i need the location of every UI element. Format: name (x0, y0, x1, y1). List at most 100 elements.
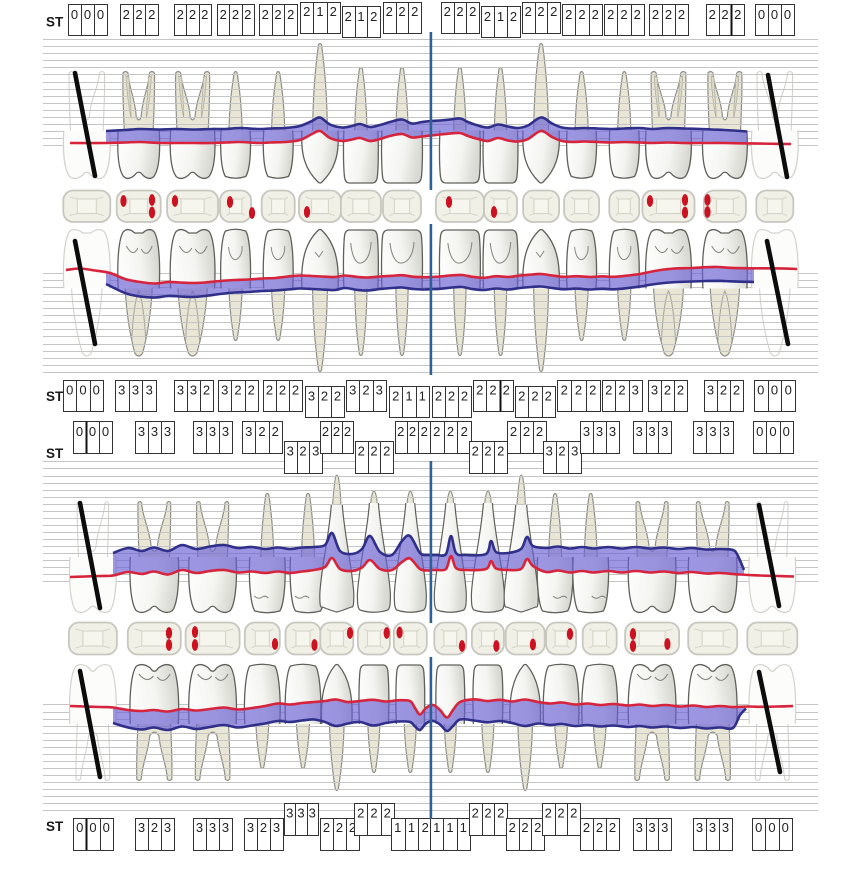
svg-text:0: 0 (771, 7, 778, 22)
svg-text:2: 2 (234, 383, 241, 398)
svg-text:2: 2 (596, 820, 603, 835)
svg-text:2: 2 (472, 806, 479, 821)
svg-text:2: 2 (678, 7, 685, 22)
svg-text:2: 2 (531, 389, 538, 404)
svg-text:3: 3 (273, 820, 280, 835)
svg-text:3: 3 (146, 383, 153, 398)
svg-text:2: 2 (677, 383, 684, 398)
svg-text:2: 2 (248, 383, 255, 398)
svg-text:2: 2 (734, 7, 741, 22)
svg-text:3: 3 (132, 383, 139, 398)
svg-text:2: 2 (733, 383, 740, 398)
svg-text:2: 2 (461, 424, 468, 439)
svg-text:2: 2 (345, 9, 352, 24)
svg-text:0: 0 (755, 820, 762, 835)
svg-text:2: 2 (525, 4, 532, 19)
svg-text:0: 0 (66, 383, 73, 398)
svg-text:2: 2 (448, 389, 455, 404)
svg-text:2: 2 (545, 806, 552, 821)
svg-text:2: 2 (503, 383, 510, 398)
svg-text:2: 2 (398, 4, 405, 19)
svg-text:2: 2 (383, 444, 390, 459)
svg-text:3: 3 (138, 820, 145, 835)
svg-text:0: 0 (785, 383, 792, 398)
svg-text:2: 2 (558, 444, 565, 459)
svg-text:1: 1 (419, 389, 426, 404)
svg-text:3: 3 (571, 444, 578, 459)
svg-text:2: 2 (521, 820, 528, 835)
svg-text:2: 2 (497, 444, 504, 459)
svg-text:3: 3 (722, 820, 729, 835)
svg-text:2: 2 (336, 820, 343, 835)
svg-text:3: 3 (661, 820, 668, 835)
svg-text:2: 2 (476, 383, 483, 398)
svg-text:3: 3 (648, 424, 655, 439)
svg-text:2: 2 (523, 424, 530, 439)
svg-text:3: 3 (221, 383, 228, 398)
svg-text:2: 2 (409, 424, 416, 439)
svg-text:2: 2 (201, 7, 208, 22)
svg-text:2: 2 (244, 7, 251, 22)
svg-text:3: 3 (609, 424, 616, 439)
svg-text:3: 3 (707, 383, 714, 398)
svg-text:2: 2 (292, 383, 299, 398)
svg-text:2: 2 (484, 444, 491, 459)
svg-text:0: 0 (97, 7, 104, 22)
svg-text:0: 0 (76, 424, 83, 439)
svg-text:2: 2 (578, 7, 585, 22)
svg-text:3: 3 (376, 383, 383, 398)
svg-text:0: 0 (89, 820, 96, 835)
svg-text:2: 2 (510, 424, 517, 439)
svg-text:2: 2 (652, 7, 659, 22)
svg-text:2: 2 (384, 806, 391, 821)
svg-text:3: 3 (636, 820, 643, 835)
svg-text:3: 3 (636, 424, 643, 439)
svg-text:3: 3 (696, 424, 703, 439)
svg-text:3: 3 (312, 444, 319, 459)
svg-text:2: 2 (421, 424, 428, 439)
svg-text:1: 1 (497, 9, 504, 24)
svg-text:3: 3 (723, 424, 730, 439)
svg-text:2: 2 (189, 7, 196, 22)
svg-text:2: 2 (435, 389, 442, 404)
svg-text:0: 0 (756, 424, 763, 439)
svg-text:1: 1 (446, 820, 453, 835)
svg-text:2: 2 (456, 4, 463, 19)
svg-text:2: 2 (411, 4, 418, 19)
svg-text:2: 2 (362, 383, 369, 398)
svg-text:2: 2 (358, 444, 365, 459)
svg-text:0: 0 (103, 820, 110, 835)
svg-text:0: 0 (768, 820, 775, 835)
svg-text:2: 2 (510, 9, 517, 24)
svg-text:3: 3 (709, 424, 716, 439)
svg-text:2: 2 (258, 424, 265, 439)
svg-text:ST: ST (46, 15, 64, 30)
svg-text:3: 3 (245, 424, 252, 439)
svg-text:2: 2 (177, 7, 184, 22)
svg-text:0: 0 (84, 7, 91, 22)
svg-text:3: 3 (164, 424, 171, 439)
svg-text:3: 3 (308, 389, 315, 404)
svg-text:2: 2 (357, 806, 364, 821)
svg-text:2: 2 (561, 383, 568, 398)
svg-text:2: 2 (274, 7, 281, 22)
svg-text:2: 2 (592, 7, 599, 22)
svg-text:0: 0 (758, 7, 765, 22)
svg-text:2: 2 (536, 424, 543, 439)
svg-text:2: 2 (545, 389, 552, 404)
svg-text:ST: ST (46, 389, 64, 404)
svg-text:2: 2 (709, 7, 716, 22)
svg-text:2: 2 (299, 444, 306, 459)
svg-text:3: 3 (190, 383, 197, 398)
svg-text:2: 2 (497, 806, 504, 821)
svg-text:2: 2 (386, 4, 393, 19)
svg-text:0: 0 (71, 7, 78, 22)
svg-text:2: 2 (330, 4, 337, 19)
svg-text:2: 2 (148, 7, 155, 22)
svg-text:2: 2 (422, 820, 429, 835)
svg-text:2: 2 (583, 820, 590, 835)
svg-text:2: 2 (321, 389, 328, 404)
svg-text:0: 0 (102, 424, 109, 439)
svg-text:2: 2 (618, 383, 625, 398)
svg-text:1: 1 (394, 820, 401, 835)
